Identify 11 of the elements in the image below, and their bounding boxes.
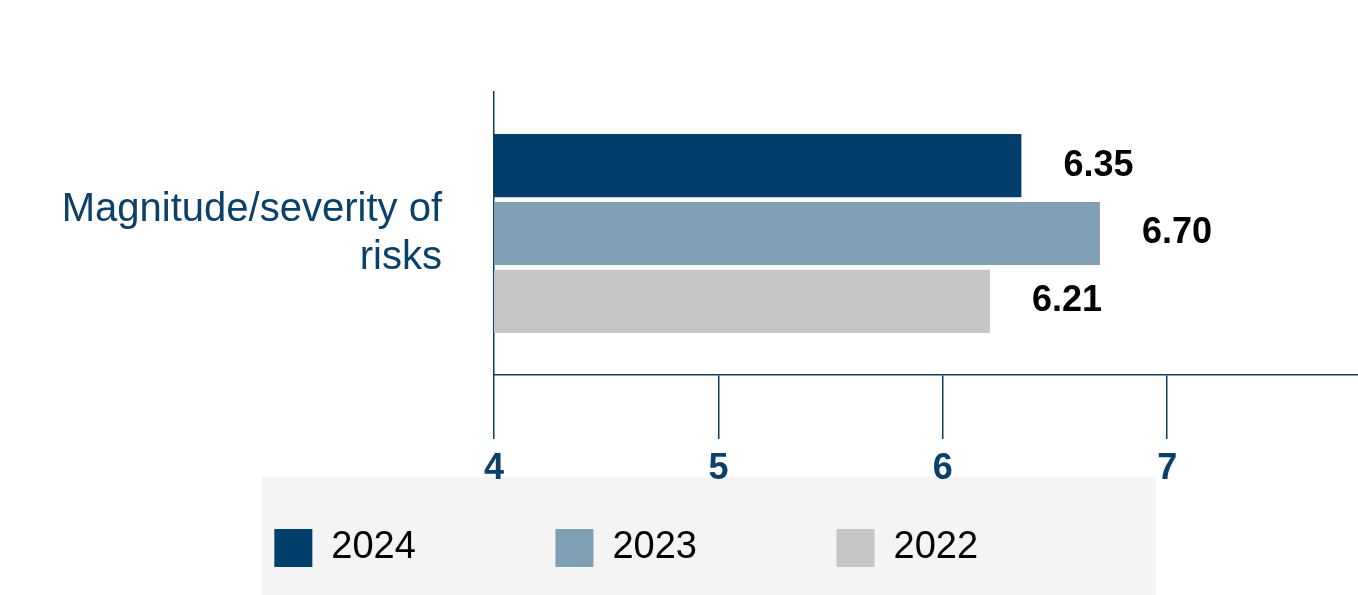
x-tick-label: 5 bbox=[708, 445, 729, 487]
x-tick-label: 4 bbox=[483, 445, 505, 487]
x-tick-label: 6 bbox=[932, 445, 953, 487]
data-label: 6.70 bbox=[1141, 210, 1212, 252]
legend-label: 2022 bbox=[893, 524, 1084, 567]
legend-label: 2023 bbox=[612, 524, 803, 567]
data-label: 6.21 bbox=[1031, 278, 1103, 320]
x-tick-label: 7 bbox=[1157, 445, 1178, 487]
legend-label: 2024 bbox=[331, 524, 522, 567]
y-tick-label: Magnitude/severity of risks bbox=[61, 184, 443, 277]
data-label: 6.35 bbox=[1063, 142, 1134, 184]
